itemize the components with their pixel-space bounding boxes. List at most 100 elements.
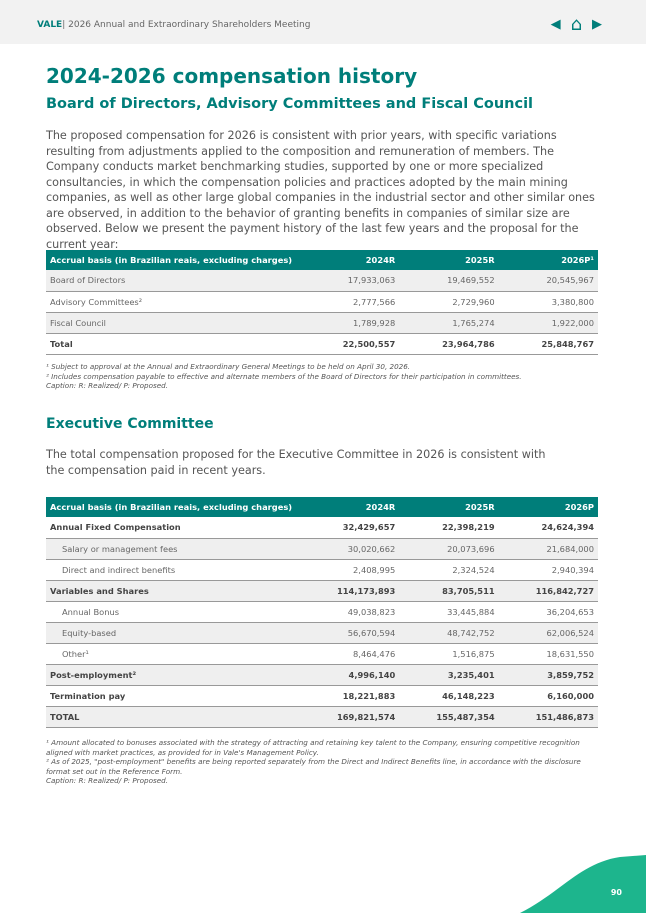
board-compensation-table: Accrual basis (in Brazilian reais, exclu… bbox=[46, 250, 598, 355]
document-title: 2026 Annual and Extraordinary Shareholde… bbox=[68, 20, 311, 30]
page-number: 90 bbox=[610, 888, 622, 897]
cell-value: 20,545,967 bbox=[498, 270, 598, 292]
cell-value: 1,789,928 bbox=[299, 312, 400, 334]
row-label: TOTAL bbox=[46, 706, 300, 728]
cell-value: 24,624,394 bbox=[498, 517, 598, 539]
cell-value: 22,398,219 bbox=[399, 517, 499, 539]
page-title: 2024-2026 compensation history bbox=[46, 64, 418, 88]
brand: VALE| 2026 Annual and Extraordinary Shar… bbox=[37, 20, 310, 30]
row-label: Direct and indirect benefits bbox=[46, 559, 300, 581]
cell-value: 2,777,566 bbox=[299, 291, 400, 313]
footnote: ² As of 2025, "post-employment" benefits… bbox=[46, 757, 581, 776]
cell-value: 56,670,594 bbox=[299, 622, 400, 644]
cell-value: 21,684,000 bbox=[498, 538, 598, 560]
column-header: 2024R bbox=[299, 497, 400, 517]
row-label: Equity-based bbox=[46, 622, 300, 644]
row-label: Variables and Shares bbox=[46, 580, 300, 602]
executive-paragraph: The total compensation proposed for the … bbox=[46, 448, 546, 477]
cell-value: 25,848,767 bbox=[498, 333, 598, 355]
home-icon[interactable]: ⌂ bbox=[570, 14, 582, 35]
column-header: 2025R bbox=[399, 497, 499, 517]
column-header: Accrual basis (in Brazilian reais, exclu… bbox=[46, 250, 300, 270]
cell-value: 2,408,995 bbox=[299, 559, 400, 581]
cell-value: 30,020,662 bbox=[299, 538, 400, 560]
table-row: TOTAL 169,821,574 155,487,354 151,486,873 bbox=[46, 706, 598, 728]
row-label: Advisory Committees² bbox=[46, 291, 300, 313]
column-header: Accrual basis (in Brazilian reais, exclu… bbox=[46, 497, 300, 517]
cell-value: 151,486,873 bbox=[498, 706, 598, 728]
table-row: Board of Directors 17,933,063 19,469,552 20… bbox=[46, 270, 598, 292]
table-row: Direct and indirect benefits 2,408,995 2,3… bbox=[46, 559, 598, 581]
cell-value: 4,996,140 bbox=[299, 664, 400, 686]
cell-value: 83,705,511 bbox=[399, 580, 499, 602]
cell-value: 3,380,800 bbox=[498, 291, 598, 313]
cell-value: 33,445,884 bbox=[399, 601, 499, 623]
cell-value: 8,464,476 bbox=[299, 643, 400, 665]
row-label: Total bbox=[46, 333, 300, 355]
row-label: Annual Fixed Compensation bbox=[46, 517, 300, 539]
cell-value: 169,821,574 bbox=[299, 706, 400, 728]
table-header-row: Accrual basis (in Brazilian reais, exclu… bbox=[46, 250, 598, 270]
cell-value: 46,148,223 bbox=[399, 685, 499, 707]
cell-value: 114,173,893 bbox=[299, 580, 400, 602]
cell-value: 1,765,274 bbox=[399, 312, 499, 334]
cell-value: 1,922,000 bbox=[498, 312, 598, 334]
cell-value: 18,631,550 bbox=[498, 643, 598, 665]
top-bar: VALE| 2026 Annual and Extraordinary Shar… bbox=[0, 0, 646, 44]
vale-logo-text: VALE bbox=[37, 20, 63, 30]
page-nav: ◀ ⌂ ▶ bbox=[551, 14, 602, 35]
executive-compensation-table: Accrual basis (in Brazilian reais, exclu… bbox=[46, 497, 598, 728]
cell-value: 2,324,524 bbox=[399, 559, 499, 581]
cell-value: 3,859,752 bbox=[498, 664, 598, 686]
row-label: Fiscal Council bbox=[46, 312, 300, 334]
table-row: Advisory Committees² 2,777,566 2,729,960 3,… bbox=[46, 291, 598, 313]
column-header: 2026P¹ bbox=[498, 250, 598, 270]
table1-footnotes: ¹ Subject to approval at the Annual and … bbox=[46, 362, 606, 391]
cell-value: 3,235,401 bbox=[399, 664, 499, 686]
column-header: 2024R bbox=[299, 250, 400, 270]
table-header-row: Accrual basis (in Brazilian reais, exclu… bbox=[46, 497, 598, 517]
cell-value: 6,160,000 bbox=[498, 685, 598, 707]
divider: | bbox=[62, 20, 66, 30]
cell-value: 2,940,394 bbox=[498, 559, 598, 581]
cell-value: 1,516,875 bbox=[399, 643, 499, 665]
table-row: Annual Fixed Compensation 32,429,657 22,39… bbox=[46, 517, 598, 539]
row-label: Other¹ bbox=[46, 643, 300, 665]
decorative-wave bbox=[520, 855, 646, 913]
cell-value: 17,933,063 bbox=[299, 270, 400, 292]
table-row: Termination pay 18,221,883 46,148,223 6,160… bbox=[46, 685, 598, 707]
cell-value: 32,429,657 bbox=[299, 517, 400, 539]
footnote: ² Includes compensation payable to effec… bbox=[46, 371, 522, 381]
executive-committee-heading: Executive Committee bbox=[46, 416, 214, 432]
cell-value: 20,073,696 bbox=[399, 538, 499, 560]
cell-value: 62,006,524 bbox=[498, 622, 598, 644]
cell-value: 116,842,727 bbox=[498, 580, 598, 602]
footnote: Caption: R: Realized/ P: Proposed. bbox=[46, 776, 169, 785]
cell-value: 48,742,752 bbox=[399, 622, 499, 644]
footnote: ¹ Amount allocated to bonuses associated… bbox=[46, 738, 580, 757]
row-label: Post-employment² bbox=[46, 664, 300, 686]
table-row: Fiscal Council 1,789,928 1,765,274 1,922,00… bbox=[46, 312, 598, 334]
table-row: Salary or management fees 30,020,662 20,07… bbox=[46, 538, 598, 560]
cell-value: 19,469,552 bbox=[399, 270, 499, 292]
next-page-icon[interactable]: ▶ bbox=[592, 17, 602, 32]
table-row: Annual Bonus 49,038,823 33,445,884 36,204,6… bbox=[46, 601, 598, 623]
cell-value: 23,964,786 bbox=[399, 333, 499, 355]
cell-value: 155,487,354 bbox=[399, 706, 499, 728]
column-header: 2026P bbox=[498, 497, 598, 517]
row-label: Board of Directors bbox=[46, 270, 300, 292]
footnote: ¹ Subject to approval at the Annual and … bbox=[46, 362, 411, 371]
prev-page-icon[interactable]: ◀ bbox=[550, 17, 561, 32]
column-header: 2025R bbox=[399, 250, 499, 270]
cell-value: 22,500,557 bbox=[299, 333, 400, 355]
table-row: Equity-based 56,670,594 48,742,752 62,006,5… bbox=[46, 622, 598, 644]
row-label: Annual Bonus bbox=[46, 601, 300, 623]
table-row: Other¹ 8,464,476 1,516,875 18,631,550 bbox=[46, 643, 598, 665]
intro-paragraph: The proposed compensation for 2026 is co… bbox=[46, 129, 595, 251]
table2-footnotes: ¹ Amount allocated to bonuses associated… bbox=[46, 738, 606, 786]
footnote: Caption: R: Realized/ P: Proposed. bbox=[46, 381, 169, 390]
row-label: Salary or management fees bbox=[46, 538, 300, 560]
table-row: Total 22,500,557 23,964,786 25,848,767 bbox=[46, 333, 598, 355]
cell-value: 2,729,960 bbox=[399, 291, 499, 313]
cell-value: 49,038,823 bbox=[299, 601, 400, 623]
